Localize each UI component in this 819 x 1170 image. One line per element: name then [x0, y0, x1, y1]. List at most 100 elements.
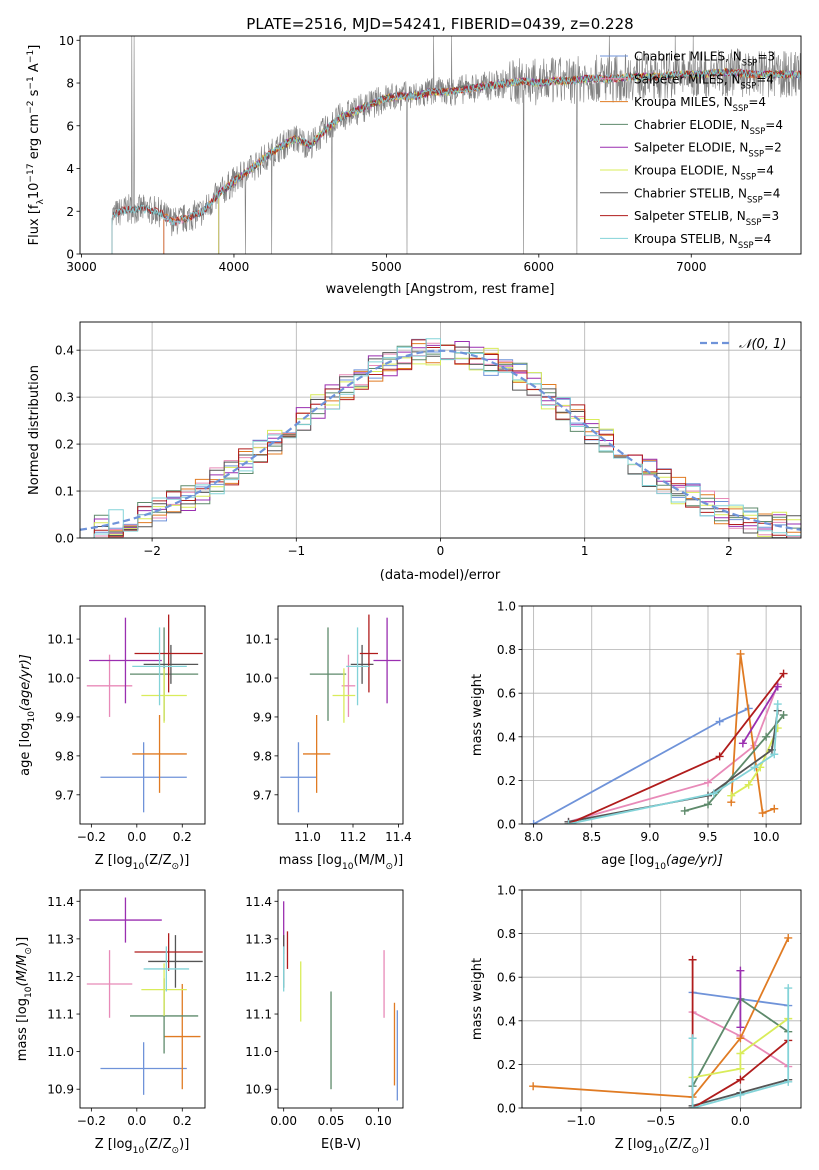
x-tick-label: 0.0	[127, 830, 146, 844]
y-tick-label: 10.1	[47, 633, 74, 647]
y-axis-label-part: mass [log	[15, 998, 30, 1061]
x-axis-label-part: Z [log	[95, 853, 133, 868]
y-tick-label: 0.1	[55, 485, 74, 499]
y-axis-label-part: Flux [f	[27, 204, 42, 245]
legend-label: Chabrier MILES, NSSP=3	[634, 50, 775, 68]
y-tick-label: 11.3	[47, 932, 74, 946]
legend-label: Salpeter MILES, NSSP=4	[634, 72, 774, 90]
model-line-salpeter-stelib	[111, 67, 801, 254]
y-tick-label: 9.8	[253, 749, 272, 763]
ticks-residuals: −2 −1 0 1 2 0.0 0.1 0.2 0.3 0.4	[55, 344, 733, 558]
x-tick-label: −2	[143, 544, 161, 558]
axes-spectrum: 3000 4000 5000 6000 7000 0 2 4 6 8 10 Chabrier MILE…	[26, 34, 802, 297]
error-point-salpeter-miles	[86, 654, 133, 717]
y-tick-label: 11.1	[245, 1008, 272, 1022]
x-tick-label: 8.0	[524, 830, 543, 844]
ticks-age-vs-Z: −0.2 0.0 0.2 9.7 9.8 9.9 10.0 10.1	[47, 633, 192, 844]
x-tick-label: 9.5	[698, 830, 717, 844]
y-tick-label: 0.6	[497, 687, 516, 701]
y-axis-label-part: s	[27, 89, 42, 100]
legend-label-part: Chabrier STELIB, N	[634, 186, 747, 200]
axes-frame	[79, 605, 206, 825]
x-tick-label: 6000	[524, 260, 555, 274]
y-tick-label: 10.9	[47, 1083, 74, 1097]
legend-label-part: =3	[757, 50, 775, 64]
axes-mass-vs-Z: −0.2 0.0 0.2 10.9 11.0 11.1 11.2 11.3 11.4 Z [log…	[15, 889, 206, 1156]
plus-marker	[727, 791, 736, 800]
weight-line-chabrier-stelib	[568, 710, 779, 823]
plus-marker	[688, 1034, 697, 1043]
legend-label-part: Salpeter STELIB, N	[634, 209, 746, 223]
weight-line-kroupa-elodie	[692, 1017, 789, 1079]
x-axis-label-part: 10	[654, 862, 666, 872]
y-tick-label: 9.7	[253, 788, 272, 802]
legend-label-part: Chabrier ELODIE, N	[634, 118, 750, 132]
plus-marker	[773, 682, 782, 691]
plot-mass-vs-Z	[86, 897, 203, 1095]
plus-marker	[736, 1049, 745, 1058]
x-axis-label-part: )]	[179, 1137, 189, 1152]
y-tick-label: 10	[59, 34, 74, 48]
plus-marker	[564, 820, 573, 824]
error-point-kroupa-stelib	[346, 627, 369, 706]
y-tick-label: 0.8	[497, 643, 516, 657]
y-tick-label: 0.4	[497, 1014, 516, 1028]
ticks-weight-vs-Z: −1.0 −0.5 0.0 0.0 0.2 0.4 0.6 0.8 1.0	[497, 884, 750, 1129]
y-tick-label: 0.0	[55, 532, 74, 546]
x-axis-label-part: ⊙	[172, 862, 180, 872]
y-tick-label: 9.9	[253, 710, 272, 724]
y-tick-label: 11.4	[245, 895, 272, 909]
legend-label-part: =3	[761, 209, 779, 223]
weight-line-chabrier-miles	[533, 707, 750, 824]
plus-marker	[762, 732, 771, 741]
x-tick-label: 5000	[371, 260, 402, 274]
y-axis-label-part: −1	[26, 76, 36, 89]
y-axis-label-part: −1	[26, 50, 36, 63]
legend-label-part: Salpeter ELODIE, N	[634, 141, 748, 155]
plus-marker	[709, 789, 718, 798]
error-point-kroupa-miles	[164, 983, 201, 1090]
plus-marker	[736, 1034, 745, 1043]
legend-label-part: SSP	[746, 217, 762, 227]
x-axis-label: Z [log10(Z/Z⊙)]	[615, 1137, 710, 1156]
y-tick-label: 11.4	[47, 895, 74, 909]
plot-mass-vs-ebv	[283, 901, 398, 1101]
x-tick-label: 7000	[676, 260, 707, 274]
y-tick-label: 9.9	[55, 710, 74, 724]
axes-weight-vs-Z: −1.0 −0.5 0.0 0.0 0.2 0.4 0.6 0.8 1.0 Z [log10(Z/…	[470, 884, 802, 1156]
x-tick-label: −0.5	[646, 1114, 675, 1128]
x-tick-label: 0.0	[127, 1114, 146, 1128]
y-tick-label: 0.6	[497, 971, 516, 985]
plus-marker	[770, 750, 779, 759]
plus-marker	[736, 1064, 745, 1073]
x-axis-label-part: )]	[393, 853, 403, 868]
y-axis-label-part: (age/yr)]	[18, 654, 33, 711]
y-tick-label: 11.3	[245, 932, 272, 946]
y-tick-label: 11.2	[47, 970, 74, 984]
y-axis-label: Normed distribution	[27, 365, 42, 495]
weight-line-salpeter-stelib	[691, 959, 789, 1108]
y-tick-label: 1.0	[497, 600, 516, 614]
plus-marker	[784, 933, 793, 942]
x-tick-label: 1	[581, 544, 589, 558]
x-axis-label-part: mass [log	[279, 853, 342, 868]
plus-marker	[779, 669, 788, 678]
error-point-kroupa-elodie	[141, 963, 187, 1016]
axes-mass-vs-ebv: 0.00 0.05 0.10 10.9 11.0 11.1 11.2 11.3 11.4 E(B-…	[245, 889, 404, 1152]
x-axis-label: mass [log10(M/M⊙)]	[279, 853, 403, 872]
error-point-kroupa-miles	[132, 715, 187, 793]
axes-residuals: −2 −1 0 1 2 0.0 0.1 0.2 0.3 0.4 𝒩(0, 1) (data-model…	[27, 321, 802, 583]
error-point-kroupa-miles	[303, 715, 331, 793]
error-point-salpeter-elodie	[373, 617, 401, 704]
axes-age-vs-mass: 11.0 11.2 11.4 9.7 9.8 9.9 10.0 10.1 mass [log10…	[245, 605, 412, 872]
y-tick-label: 8	[66, 77, 74, 91]
error-point-chabrier-miles	[100, 1042, 187, 1095]
y-axis-label: mass weight	[470, 674, 485, 756]
y-tick-label: 0.4	[55, 344, 74, 358]
x-axis-label: Z [log10(Z/Z⊙)]	[95, 853, 190, 872]
x-axis-label-part: 10	[133, 1146, 145, 1156]
ticks-weight-vs-age: 8.0 8.5 9.0 9.5 10.0 0.0 0.2 0.4 0.6 0.8 1.0	[497, 600, 780, 845]
plus-marker	[738, 739, 747, 748]
plus-marker	[688, 955, 697, 964]
